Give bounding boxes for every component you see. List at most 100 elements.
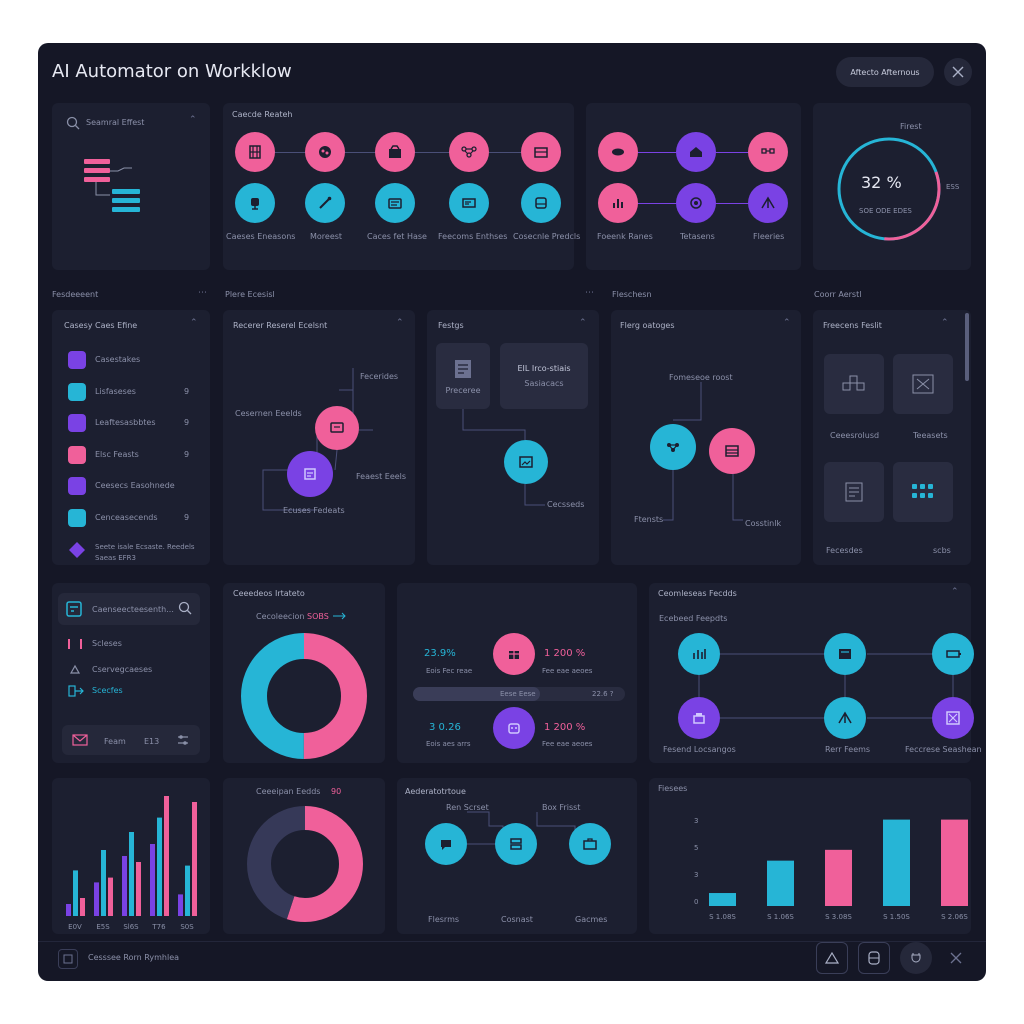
folder-node[interactable] [521, 132, 561, 172]
server-node[interactable] [235, 183, 275, 223]
research-node-2[interactable] [287, 451, 333, 497]
stat-1-node[interactable] [493, 633, 535, 675]
flow-lower-node-3[interactable] [932, 633, 974, 675]
category-list-item[interactable]: Leaftesasbbtes 9 [52, 411, 210, 433]
preview-tile[interactable]: Preceree [436, 343, 490, 409]
category-item-label: Cenceasecends [95, 512, 158, 522]
category-list-item[interactable]: Lisfaseses 9 [52, 380, 210, 402]
side-item-1[interactable]: Scleses [92, 639, 122, 648]
plugin-button[interactable] [900, 942, 932, 974]
square-icon [63, 954, 73, 964]
network2-node[interactable] [748, 132, 788, 172]
chevron-up-icon[interactable]: ⌃ [189, 115, 197, 125]
flow-lower-node-5[interactable] [824, 697, 866, 739]
chevron-up-icon[interactable]: ⌃ [190, 318, 198, 328]
card-node[interactable] [449, 183, 489, 223]
warning-button[interactable] [816, 942, 848, 974]
box-node[interactable] [375, 132, 415, 172]
drive-icon [388, 198, 402, 209]
bar [122, 856, 127, 916]
flow-bottom-node-1[interactable] [425, 823, 467, 865]
close-icon[interactable] [950, 952, 962, 964]
flow-options-node-1[interactable] [650, 424, 696, 470]
chevron-up-icon[interactable]: ⌃ [783, 318, 791, 328]
search-panel: Seamral Effest ⌃ [52, 103, 210, 270]
section-label-2: Plere Ecesisl [225, 290, 275, 299]
search-input[interactable]: Seamral Effest [86, 118, 145, 127]
side-item-3[interactable]: Scecfes [92, 686, 123, 695]
results-tile-2[interactable] [893, 354, 953, 414]
cloud-node[interactable] [598, 132, 638, 172]
bar [73, 870, 78, 916]
drive-node[interactable] [375, 183, 415, 223]
category-list-item[interactable]: Ceesecs Easohnede [52, 474, 210, 496]
stat-2-sub: Eois aes arrs [426, 740, 471, 748]
flow-lower-label-2: Rerr Feems [825, 745, 871, 754]
section-1-expand-icon[interactable]: ⋯ [198, 288, 207, 298]
header-action-label: Aftecto Afternous [850, 67, 920, 77]
network-icon [461, 146, 477, 158]
chevron-up-icon[interactable]: ⌃ [579, 318, 587, 328]
side-search-input[interactable]: Caenseecteesenth... [92, 605, 174, 614]
flow-panel-bottom: Aederatotrtoue Ren Scrset Box Frisst Fle… [397, 778, 637, 934]
category-list-item[interactable]: Cenceasecends 9 [52, 506, 210, 528]
tool-node[interactable] [305, 183, 345, 223]
home-node[interactable] [676, 132, 716, 172]
status-tile[interactable]: EIL Irco-stiais Sasiacacs [500, 343, 588, 409]
category-item-label: Casestakes [95, 355, 141, 364]
close-button[interactable] [944, 58, 972, 86]
results-tile-1[interactable] [824, 354, 884, 414]
search-icon[interactable] [178, 601, 192, 615]
chevron-up-icon[interactable]: ⌃ [396, 318, 404, 328]
scrollbar[interactable] [965, 313, 969, 381]
settings-panel: Festgs ⌃ Preceree EIL Irco-stiais Sasiac… [427, 310, 599, 565]
bar [136, 862, 141, 916]
calendar-node[interactable] [235, 132, 275, 172]
chevron-up-icon[interactable]: ⌃ [951, 587, 959, 597]
category-item-icon [68, 382, 86, 401]
donut-1-title: Ceeedeos Irtateto [233, 589, 305, 598]
bar-chart-2: 3 5 3 0 S 1.08S S 1.06S S 3.08S S 1.50S S 2.06S [694, 817, 968, 921]
brain-node[interactable] [305, 132, 345, 172]
server-icon [251, 198, 259, 210]
database-button[interactable] [858, 942, 890, 974]
bar-chart-icon [693, 649, 706, 659]
chart-node[interactable] [598, 183, 638, 223]
category-item-label: Ceesecs Easohnede [95, 481, 175, 490]
settings-node[interactable] [504, 440, 548, 484]
flow-lower-node-2[interactable] [824, 633, 866, 675]
results-tile-3[interactable] [824, 462, 884, 522]
side-item-2[interactable]: Cservegcaeses [92, 665, 153, 674]
flow-lower-node-4[interactable] [678, 697, 720, 739]
category-list-item[interactable]: Elsc Feasts 9 [52, 443, 210, 465]
app-icon [66, 601, 82, 617]
flow-bottom-node-3[interactable] [569, 823, 611, 865]
link-icon [68, 685, 84, 697]
header-action-button[interactable]: Aftecto Afternous [836, 57, 934, 87]
chevron-up-icon[interactable]: ⌃ [941, 318, 949, 328]
bus-node[interactable] [521, 183, 561, 223]
flow-lower-node-6[interactable] [932, 697, 974, 739]
stat-2-node[interactable] [493, 707, 535, 749]
stats-bar-value: 22.6 ? [592, 690, 614, 698]
network-node[interactable] [449, 132, 489, 172]
status-icon[interactable] [58, 949, 78, 969]
x-tick-label: S 3.08S [825, 913, 852, 921]
tent-node[interactable] [748, 183, 788, 223]
flow-lower-node-1[interactable] [678, 633, 720, 675]
bar-2-title: Fiesees [658, 784, 688, 793]
category-item-count: 9 [184, 418, 190, 427]
search-icon[interactable] [66, 116, 80, 130]
results-tile-4[interactable] [893, 462, 953, 522]
flow-bottom-node-2[interactable] [495, 823, 537, 865]
target-node[interactable] [676, 183, 716, 223]
mail-icon[interactable] [72, 733, 88, 747]
flow-options-node-2[interactable] [709, 428, 755, 474]
stats-progress-bar [413, 687, 625, 701]
grid-icon [249, 145, 261, 159]
side-footer-bar[interactable] [62, 725, 200, 755]
category-list-item[interactable]: Casestakes [52, 348, 210, 370]
section-2-expand-icon[interactable]: ⋯ [585, 288, 594, 298]
sliders-icon[interactable] [176, 734, 190, 746]
research-node-1[interactable] [315, 406, 359, 450]
